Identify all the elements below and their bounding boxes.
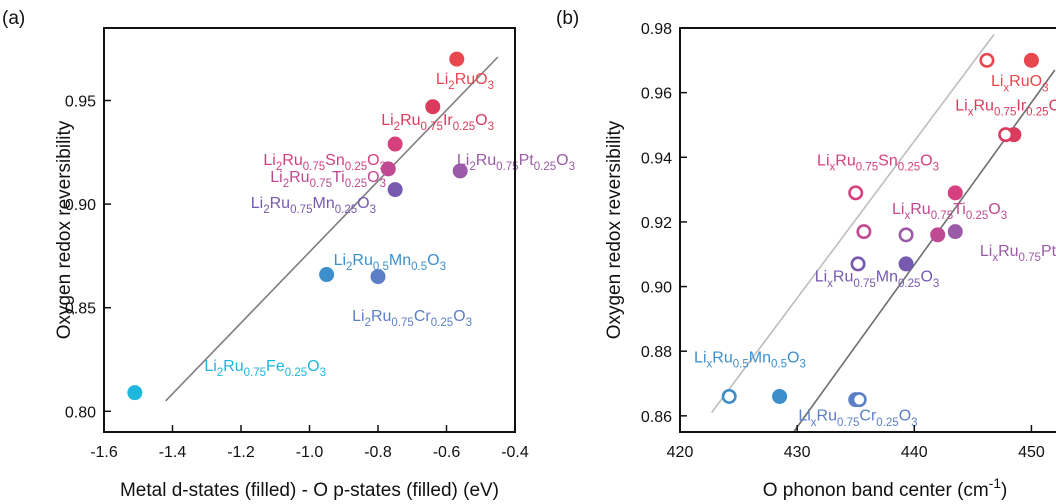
y-tick-label: 0.92 xyxy=(641,215,672,232)
data-point-filled xyxy=(947,185,963,201)
x-tick-label: -1.2 xyxy=(227,444,255,461)
point-label: Li2Ru0.75Ir0.25O3 xyxy=(381,112,494,133)
data-point xyxy=(127,385,143,401)
x-tick-label: 430 xyxy=(784,444,811,461)
data-point-open xyxy=(850,256,866,272)
point-label: Li2Ru0.75Ti0.25O3 xyxy=(270,169,386,190)
data-point xyxy=(319,267,335,283)
y-tick-label: 0.86 xyxy=(641,409,672,426)
point-label: Li2Ru0.75Mn0.25O3 xyxy=(251,195,376,216)
x-axis-label: O phonon band center (cm-1) xyxy=(763,476,1008,501)
point-label: LixRu0.75Cr0.25O3 xyxy=(798,408,917,429)
fit-line-1 xyxy=(710,33,995,414)
x-tick-label: 450 xyxy=(1018,444,1045,461)
point-label: Li2RuO3 xyxy=(436,71,494,92)
fit-line-1 xyxy=(165,56,499,402)
data-point-open xyxy=(721,388,737,404)
point-label: Li2Ru0.75Fe0.25O3 xyxy=(204,358,326,379)
data-point xyxy=(425,99,441,115)
data-point-filled xyxy=(1023,52,1039,68)
point-label: Li2Ru0.5Mn0.5O3 xyxy=(334,252,446,273)
y-tick-label: 0.90 xyxy=(641,280,672,297)
data-point-open xyxy=(848,185,864,201)
x-tick-label: -0.8 xyxy=(364,444,392,461)
data-point xyxy=(452,163,468,179)
data-point-filled xyxy=(772,388,788,404)
panel-b: (b) LixRuO3 LixRu0.75Ir0.25O3 LixRu0.75Sn0.… xyxy=(556,8,1056,501)
plot-frame xyxy=(679,27,1056,433)
point-label: Li2Ru0.75Sn0.25O3 xyxy=(263,152,386,173)
y-axis-label: Oxygen redox reversibility xyxy=(604,120,625,339)
y-tick-label: 0.95 xyxy=(65,94,96,111)
point-label: LixRu0.75Ir0.25O3 xyxy=(955,97,1056,118)
x-axis-label: Metal d-states (filled) - O p-states (fi… xyxy=(120,480,499,501)
panel-label: (a) xyxy=(2,8,25,29)
panel-label: (b) xyxy=(556,8,579,29)
panel-a: (a) Li2RuO3 Li2Ru0.75Ir0.25O3 Li2Ru0.75Sn0.… xyxy=(2,8,575,501)
y-tick-label: 0.90 xyxy=(65,197,96,214)
data-point-open xyxy=(851,392,867,408)
x-tick-label: -1.0 xyxy=(296,444,324,461)
point-label: LixRu0.5Mn0.5O3 xyxy=(694,350,806,371)
point-label: LixRu0.75Ti0.25O3 xyxy=(892,201,1007,222)
data-point xyxy=(387,136,403,152)
data-point xyxy=(370,269,386,285)
data-point xyxy=(449,51,465,67)
y-tick-label: 0.85 xyxy=(65,301,96,318)
point-label: LixRuO3 xyxy=(991,73,1049,94)
point-label: LixRu0.75Mn0.25O3 xyxy=(815,269,940,290)
data-point-open xyxy=(998,127,1014,143)
data-point xyxy=(387,182,403,198)
data-point xyxy=(380,161,396,177)
x-tick-label: -1.4 xyxy=(159,444,187,461)
point-label: LixRu0.75Sn0.25O3 xyxy=(817,152,939,173)
point-label: Li2Ru0.75Cr0.25O3 xyxy=(352,308,472,329)
data-point-open xyxy=(979,52,995,68)
data-point-filled xyxy=(930,227,946,243)
data-point-open xyxy=(898,227,914,243)
point-label: LixRu0.75Pt0.25O3 xyxy=(980,243,1056,264)
x-tick-label: 420 xyxy=(667,444,694,461)
y-tick-label: 0.96 xyxy=(641,86,672,103)
x-tick-label: -1.6 xyxy=(90,444,118,461)
data-point-open xyxy=(856,224,872,240)
y-tick-label: 0.94 xyxy=(641,150,672,167)
x-tick-label: 440 xyxy=(901,444,928,461)
x-tick-label: -0.4 xyxy=(501,444,529,461)
y-axis-label: Oxygen redox reversibility xyxy=(54,120,75,339)
point-label: Li2Ru0.75Pt0.25O3 xyxy=(457,152,575,173)
data-point-filled xyxy=(898,256,914,272)
x-tick-label: -0.6 xyxy=(433,444,461,461)
data-point-filled xyxy=(947,224,963,240)
y-tick-label: 0.88 xyxy=(641,344,672,361)
y-tick-label: 0.98 xyxy=(641,21,672,38)
y-tick-label: 0.80 xyxy=(65,404,96,421)
